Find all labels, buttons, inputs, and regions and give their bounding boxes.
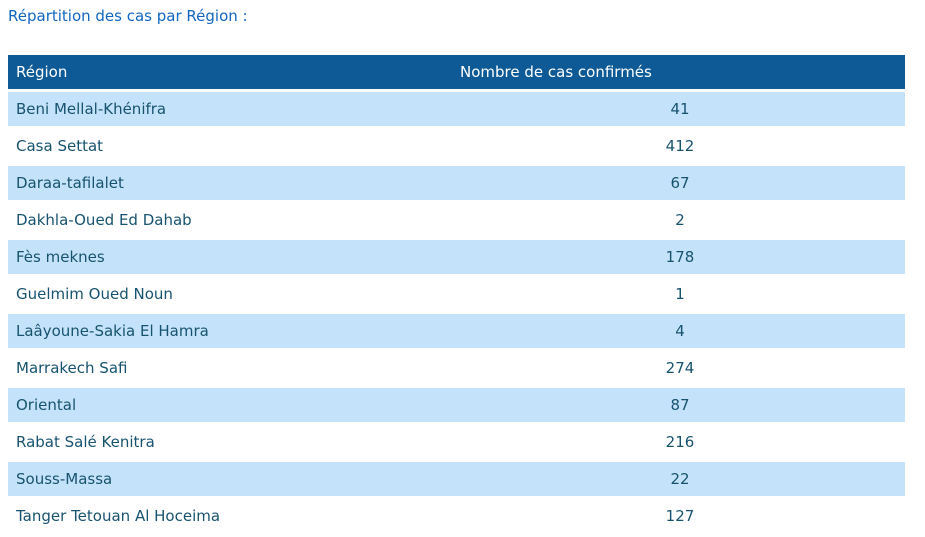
region-cell: Rabat Salé Kenitra bbox=[16, 433, 155, 451]
cases-count-cell: 2 bbox=[675, 211, 685, 229]
cases-count-cell: 67 bbox=[455, 166, 905, 200]
region-cell: Laâyoune-Sakia El Hamra bbox=[8, 314, 455, 348]
region-cell: Guelmim Oued Noun bbox=[16, 285, 173, 303]
cases-count-cell: 412 bbox=[665, 137, 695, 155]
region-cell: Tanger Tetouan Al Hoceima bbox=[16, 507, 221, 525]
table-row: Souss-Massa 22 bbox=[8, 462, 905, 496]
table-row: Daraa-tafilalet 67 bbox=[8, 166, 905, 200]
table-row: Oriental 87 bbox=[8, 388, 905, 422]
table-row: Tanger Tetouan Al Hoceima 127 bbox=[8, 499, 905, 533]
table-row: Marrakech Safi 274 bbox=[8, 351, 905, 385]
region-cell: Beni Mellal-Khénifra bbox=[8, 92, 455, 126]
table-row: Guelmim Oued Noun 1 bbox=[8, 277, 905, 311]
table-row: Beni Mellal-Khénifra 41 bbox=[8, 92, 905, 126]
region-cell: Souss-Massa bbox=[8, 462, 455, 496]
region-cell: Dakhla-Oued Ed Dahab bbox=[16, 211, 192, 229]
cases-count-cell: 87 bbox=[455, 388, 905, 422]
cases-count-cell: 1 bbox=[675, 285, 685, 303]
region-cell: Daraa-tafilalet bbox=[8, 166, 455, 200]
table-header-row: Région Nombre de cas confirmés bbox=[8, 55, 905, 89]
cases-count-cell: 22 bbox=[455, 462, 905, 496]
cases-count-cell: 41 bbox=[455, 92, 905, 126]
region-cell: Marrakech Safi bbox=[16, 359, 128, 377]
table-body: Beni Mellal-Khénifra 41 Casa Settat 412 … bbox=[8, 92, 905, 533]
table-row: Fès meknes 178 bbox=[8, 240, 905, 274]
region-cell: Casa Settat bbox=[16, 137, 104, 155]
region-cell: Fès meknes bbox=[8, 240, 455, 274]
table-header: Région Nombre de cas confirmés bbox=[8, 55, 905, 89]
cases-count-cell: 216 bbox=[665, 433, 695, 451]
column-header-cases: Nombre de cas confirmés bbox=[455, 55, 905, 89]
cases-count-cell: 4 bbox=[455, 314, 905, 348]
table-row: Dakhla-Oued Ed Dahab 2 bbox=[8, 203, 905, 237]
cases-count-cell: 178 bbox=[455, 240, 905, 274]
region-cell: Oriental bbox=[8, 388, 455, 422]
column-header-region: Région bbox=[8, 55, 455, 89]
cases-by-region-table: Région Nombre de cas confirmés Beni Mell… bbox=[8, 52, 905, 536]
table-row: Laâyoune-Sakia El Hamra 4 bbox=[8, 314, 905, 348]
table-row: Rabat Salé Kenitra 216 bbox=[8, 425, 905, 459]
page-title: Répartition des cas par Région : bbox=[8, 7, 248, 25]
cases-count-cell: 127 bbox=[665, 507, 695, 525]
table-row: Casa Settat 412 bbox=[8, 129, 905, 163]
cases-count-cell: 274 bbox=[665, 359, 695, 377]
